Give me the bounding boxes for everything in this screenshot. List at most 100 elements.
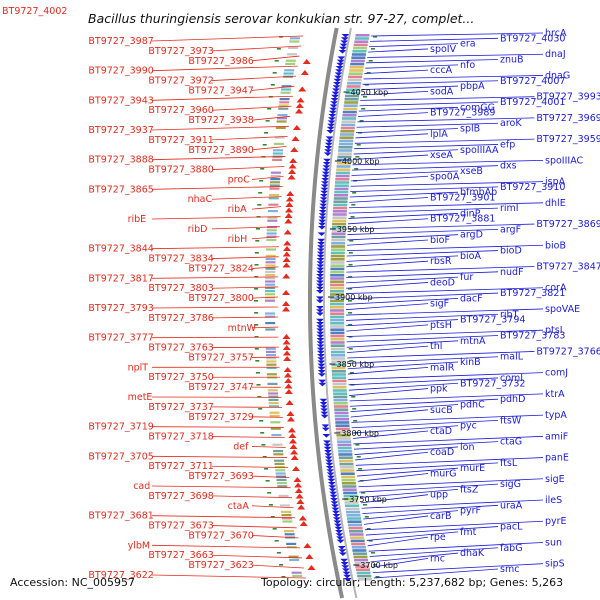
forward-leader-line	[357, 473, 429, 482]
reverse-gene-label: BT9727_3824	[188, 263, 253, 274]
forward-leader-line	[348, 207, 499, 214]
annotation-band-segment	[281, 85, 292, 88]
annotation-band-segment	[265, 328, 276, 331]
annotation-band-segment	[330, 277, 345, 280]
forward-gene-arrow	[328, 485, 337, 489]
forward-leader-line	[372, 563, 544, 574]
forward-gene-arrow	[316, 286, 325, 291]
forward-leader-line	[348, 372, 544, 380]
reverse-gene-label: ribD	[188, 224, 208, 235]
annotation-band-segment	[330, 322, 345, 325]
annotation-band-segment	[337, 446, 352, 450]
annotation-band-segment	[282, 520, 293, 523]
green-tick-dot	[350, 216, 355, 218]
forward-gene-arrow	[340, 40, 349, 44]
reverse-gene-arrow	[282, 339, 291, 345]
annotation-band-segment	[276, 475, 287, 478]
annotation-band-segment	[281, 514, 292, 517]
annotation-band-segment	[265, 280, 276, 283]
forward-leader-line	[357, 117, 535, 123]
reverse-leader-line	[151, 574, 306, 579]
annotation-band-segment	[266, 360, 277, 363]
annotation-band-segment	[333, 197, 348, 200]
forward-leader-line	[362, 80, 499, 85]
forward-leader-line	[346, 250, 499, 257]
forward-gene-label: znuB	[500, 55, 524, 66]
reverse-gene-label: BT9727_3777	[88, 333, 153, 344]
forward-gene-arrow	[317, 226, 326, 230]
forward-leader-line	[351, 175, 429, 182]
green-tick-dot	[351, 396, 356, 398]
annotation-band-segment	[331, 360, 346, 363]
forward-gene-label: sigF	[430, 299, 449, 310]
forward-gene-label: BT9727_3794	[460, 315, 525, 326]
forward-leader-line	[348, 218, 429, 225]
annotation-band-segment	[346, 510, 360, 514]
forward-leader-line	[347, 223, 535, 230]
annotation-band-segment	[333, 392, 348, 395]
forward-gene-label: spoVAE	[545, 304, 580, 315]
reverse-gene-arrow	[294, 482, 303, 488]
reverse-gene-arrow	[282, 301, 291, 306]
green-tick-dot	[362, 504, 367, 506]
forward-gene-label: BT9727_3910	[500, 182, 565, 193]
reverse-gene-label: BT9727_3786	[148, 313, 213, 324]
annotation-band-segment	[332, 226, 346, 229]
reverse-gene-label: BT9727_3972	[148, 76, 213, 87]
kbp-tick-label: 4000 kbp	[342, 157, 380, 166]
annotation-band-segment	[265, 270, 276, 273]
forward-gene-label: comGG	[460, 102, 495, 113]
annotation-band-segment	[338, 450, 353, 453]
green-tick-dot	[375, 576, 380, 578]
reverse-leader-line	[211, 554, 303, 559]
forward-leader-line	[370, 552, 459, 563]
reverse-leader-line	[151, 186, 283, 190]
reverse-gene-label: BT9727_3911	[148, 135, 213, 146]
forward-leader-line	[353, 154, 429, 160]
annotation-band-segment	[330, 309, 344, 312]
annotation-band-segment	[266, 248, 276, 251]
forward-gene-arrow	[320, 187, 329, 192]
forward-leader-line	[349, 398, 499, 407]
annotation-band-segment	[265, 277, 276, 280]
forward-gene-label: argF	[500, 224, 521, 235]
forward-gene-arrow	[327, 475, 336, 480]
green-tick-dot	[267, 492, 272, 494]
reverse-gene-arrow	[297, 504, 306, 510]
green-tick-dot	[254, 264, 259, 266]
annotation-band-segment	[351, 56, 366, 59]
forward-gene-arrow	[328, 114, 337, 118]
forward-leader-line	[352, 430, 429, 439]
green-tick-dot	[267, 108, 272, 110]
annotation-band-segment	[274, 462, 285, 465]
annotation-band-segment	[354, 40, 369, 43]
forward-gene-label: pyrE	[545, 516, 567, 527]
forward-gene-label: BT9727_4001	[500, 97, 565, 108]
annotation-band-segment	[270, 174, 281, 177]
forward-gene-label: lon	[460, 442, 474, 453]
annotation-band-segment	[343, 491, 358, 495]
forward-gene-label: bfmbAb	[460, 187, 497, 198]
annotation-band-segment	[269, 405, 279, 408]
kbp-tick-label: 3850 kbp	[337, 360, 375, 369]
green-tick-dot	[255, 228, 260, 230]
forward-leader-line	[347, 234, 459, 241]
annotation-band-segment	[337, 440, 352, 443]
annotation-band-segment	[265, 315, 276, 318]
reverse-gene-arrow	[300, 70, 309, 75]
reverse-gene-label: ylbM	[128, 540, 151, 551]
forward-leader-line	[356, 462, 499, 472]
forward-leader-line	[369, 547, 499, 557]
reverse-gene-label: metE	[128, 392, 153, 403]
forward-leader-line	[360, 96, 535, 101]
kbp-tick-label: 3750 kbp	[349, 495, 387, 504]
forward-gene-label: ctaD	[430, 426, 452, 437]
forward-gene-arrow	[335, 66, 344, 70]
annotation-band-segment	[275, 469, 286, 472]
reverse-gene-arrow	[283, 372, 292, 378]
annotation-band-segment	[331, 370, 346, 373]
annotation-band-segment	[277, 485, 288, 488]
forward-leader-line	[349, 393, 544, 402]
annotation-band-segment	[272, 158, 283, 161]
